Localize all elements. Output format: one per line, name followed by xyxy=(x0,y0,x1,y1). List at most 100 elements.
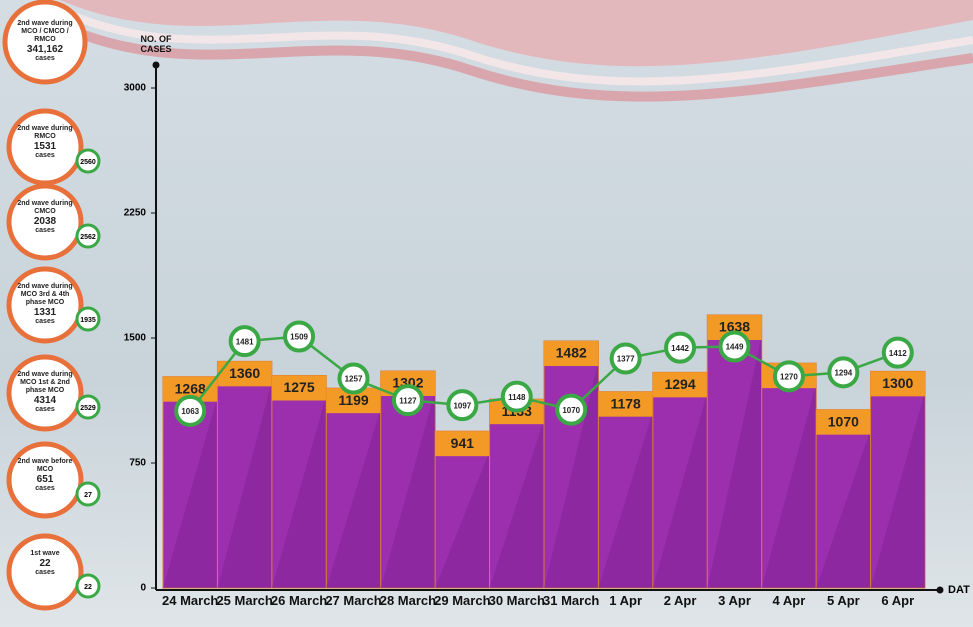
value-label: 1360 xyxy=(229,365,260,381)
bar xyxy=(434,430,491,589)
y-tick-label: 3000 xyxy=(124,83,147,94)
point-label: 1481 xyxy=(236,337,254,346)
bar-shade xyxy=(598,411,653,588)
bar-shade xyxy=(761,383,817,588)
bar-shade xyxy=(489,419,544,588)
point xyxy=(391,384,424,417)
x-tick-label: 31 March xyxy=(543,593,600,608)
point-label: 1070 xyxy=(562,406,580,415)
sidebar-count: 22 xyxy=(39,558,51,569)
x-tick-label: 28 March xyxy=(379,593,437,608)
sidebar-unit: cases xyxy=(35,485,55,492)
bar xyxy=(597,391,654,589)
sidebar-unit: cases xyxy=(35,227,55,234)
bar xyxy=(815,409,872,589)
point-label: 1449 xyxy=(726,343,744,352)
value-label: 1482 xyxy=(556,345,587,361)
badge xyxy=(75,223,101,249)
point xyxy=(228,325,261,358)
badge xyxy=(75,306,101,332)
point-label: 1257 xyxy=(345,375,363,384)
badge-label: 1935 xyxy=(80,317,96,324)
point xyxy=(609,342,642,375)
y-tick-label: 750 xyxy=(129,458,146,469)
point-label: 1148 xyxy=(508,393,526,402)
point-label: 1294 xyxy=(834,368,852,377)
x-tick-label: 29 March xyxy=(434,593,491,608)
badge-label: 2560 xyxy=(80,159,96,166)
badge xyxy=(75,481,101,507)
sidebar-text: 2nd wave during MCO / CMCO / RMCO 341,162… xyxy=(17,20,73,63)
sidebar-caption: 2nd wave before MCO xyxy=(17,458,73,473)
x-tick-label: 5 Apr xyxy=(826,593,860,608)
x-tick-label: 3 Apr xyxy=(718,593,751,608)
sidebar-text: 2nd wave during MCO 3rd & 4th phase MCO 1… xyxy=(17,283,73,326)
axis-dot xyxy=(152,61,160,69)
wave-decoration xyxy=(58,6,973,86)
y-axis-label: NO. OF CASES xyxy=(140,34,172,54)
bar xyxy=(216,360,273,589)
bar xyxy=(543,340,599,589)
point-label: 1270 xyxy=(780,372,798,381)
sidebar-unit: cases xyxy=(35,569,55,576)
point-label: 1377 xyxy=(617,355,635,364)
bar-cap xyxy=(544,341,599,366)
point xyxy=(555,393,588,426)
sidebar-count: 341,162 xyxy=(26,44,64,55)
point xyxy=(718,330,751,363)
point-label: 1442 xyxy=(671,344,689,353)
bar-cap xyxy=(816,409,871,435)
sidebar-text: 2nd wave during RMCO 1531 cases xyxy=(17,125,73,160)
sidebar-text: 1st wave 22 cases xyxy=(17,550,73,577)
value-label: 1199 xyxy=(338,392,369,408)
bar xyxy=(761,362,817,589)
x-tick-label: 27 March xyxy=(325,593,382,608)
bar-shade xyxy=(217,381,272,588)
bar-shade xyxy=(380,391,436,588)
point-label: 1097 xyxy=(453,401,471,410)
badge-label: 2562 xyxy=(80,234,96,241)
bar-shade xyxy=(435,451,490,588)
badge-label: 22 xyxy=(84,584,92,591)
x-tick-label: 1 Apr xyxy=(609,593,643,608)
sidebar-circle xyxy=(6,533,84,611)
value-label: 941 xyxy=(451,435,475,451)
point xyxy=(881,336,914,369)
sidebar-circle xyxy=(6,108,84,186)
point-label: 1063 xyxy=(181,407,199,416)
point xyxy=(174,394,207,427)
sidebar-caption: 1st wave xyxy=(30,550,60,557)
sidebar-unit: cases xyxy=(35,152,55,159)
point xyxy=(283,320,316,353)
value-label: 1268 xyxy=(175,380,206,396)
value-label: 1638 xyxy=(719,319,750,335)
bar-shade xyxy=(163,396,218,588)
bar xyxy=(489,398,545,589)
point xyxy=(500,380,533,413)
sidebar-caption: 2nd wave during RMCO xyxy=(17,125,73,140)
sidebar-count: 651 xyxy=(36,474,54,485)
point-label: 1412 xyxy=(889,349,907,358)
sidebar-text: 2nd wave during CMCO 2038 cases xyxy=(17,200,73,235)
y-tick-label: 2250 xyxy=(124,208,147,219)
badge-label: 2529 xyxy=(80,405,96,412)
bar-shade xyxy=(326,408,381,588)
sidebar-circle xyxy=(6,441,84,519)
bar xyxy=(652,371,708,589)
x-tick-label: 26 March xyxy=(270,593,328,608)
wave-decoration xyxy=(57,20,973,102)
point xyxy=(446,389,479,422)
sidebar-unit: cases xyxy=(35,318,55,325)
bar-cap xyxy=(271,375,327,401)
bar-shade xyxy=(870,391,925,588)
sidebar-circle xyxy=(6,354,84,432)
value-label: 1070 xyxy=(828,413,859,429)
point-label: 1509 xyxy=(290,333,308,342)
value-label: 1178 xyxy=(610,395,641,411)
x-tick-label: 30 March xyxy=(488,593,545,608)
x-axis-label: DAT xyxy=(948,584,970,596)
bar-shade xyxy=(271,395,327,588)
axis-dot xyxy=(936,586,944,594)
bar-shade xyxy=(816,429,871,588)
